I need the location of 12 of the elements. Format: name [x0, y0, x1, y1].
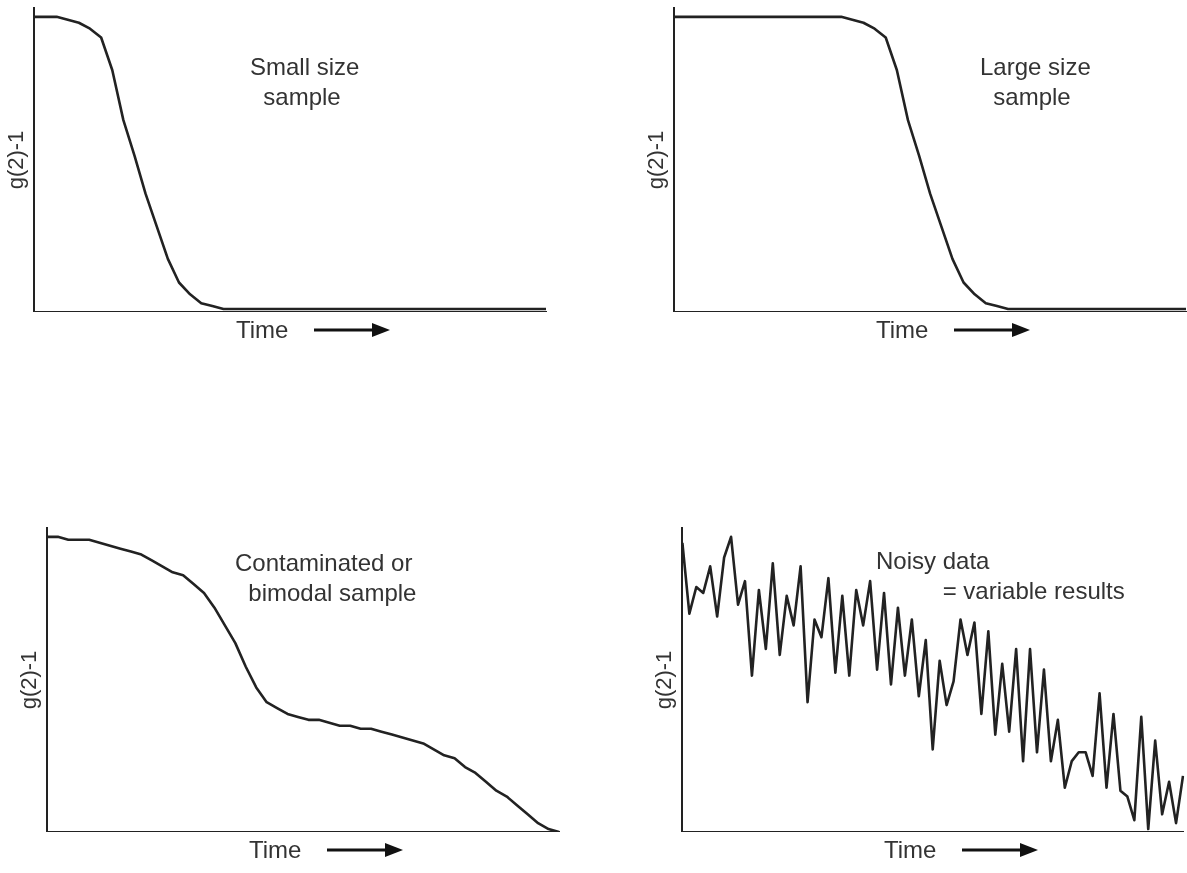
annotation: Contaminated or bimodal sample	[235, 548, 417, 608]
annotation: Large size sample	[980, 52, 1091, 112]
annotation: Small size sample	[250, 52, 360, 112]
x-axis-title: Time	[884, 836, 937, 864]
annotation: Noisy data = variable results	[876, 546, 1125, 606]
y-axis-title: g(2)-1	[3, 130, 29, 190]
x-axis-title: Time	[236, 316, 289, 344]
y-axis-title: g(2)-1	[643, 130, 669, 190]
x-axis-title: Time	[249, 836, 302, 864]
x-axis-title: Time	[876, 316, 929, 344]
y-axis-title: g(2)-1	[651, 650, 677, 710]
y-axis-title: g(2)-1	[16, 650, 42, 710]
